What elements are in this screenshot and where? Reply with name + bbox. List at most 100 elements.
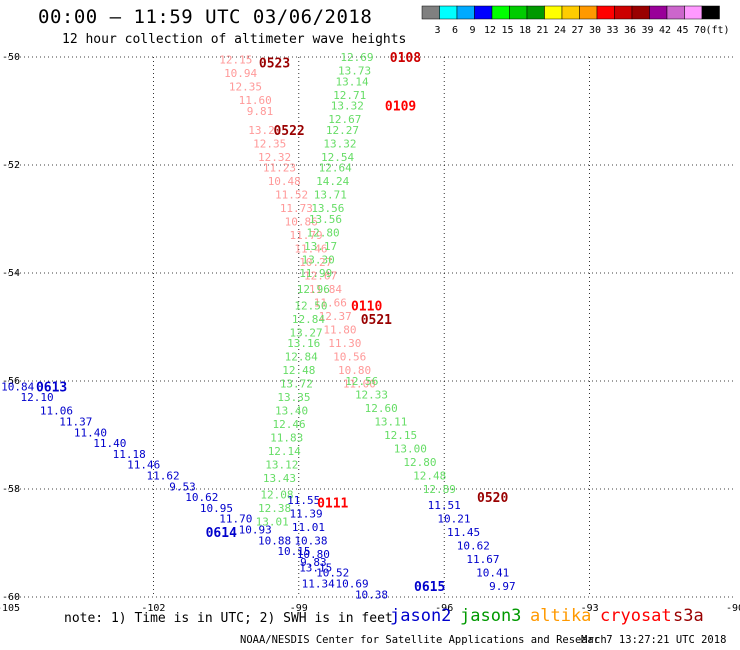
wave-height-value: 12.84 [285, 351, 318, 364]
wave-height-value: 13.30 [302, 254, 335, 267]
wave-height-value: 10.94 [224, 67, 257, 80]
wave-height-value: 10.62 [185, 491, 218, 504]
wave-height-value: 10.38 [294, 534, 327, 547]
wave-height-value: 11.06 [40, 405, 73, 418]
wave-height-value: 13.11 [374, 416, 407, 429]
wave-height-value: 10.48 [268, 175, 301, 188]
wave-height-value: 10.93 [239, 524, 272, 537]
lon-tick-label: -99 [290, 603, 308, 614]
legend-note: note: 1) Time is in UTC; 2) SWH is in fe… [64, 611, 393, 626]
wave-height-value: 11.67 [466, 553, 499, 566]
color-scale-label: 21 [536, 25, 548, 36]
color-scale-label: 27 [571, 25, 583, 36]
lat-tick-label: -50 [2, 52, 20, 63]
color-scale-label: 30 [589, 25, 601, 36]
pass-time-label: 0110 [351, 299, 382, 314]
wave-height-value: 13.40 [275, 405, 308, 418]
wave-height-value: 11.83 [270, 432, 303, 445]
wave-height-value: 12.56 [345, 375, 378, 388]
wave-height-value: 11.37 [59, 416, 92, 429]
wave-height-value: 10.86 [285, 216, 318, 229]
color-scale-bar: 3 6 9 12 15 18 21 24 27 30 33 36 39 42 45 70 (ft) [421, 5, 730, 36]
wave-height-value: 13.35 [277, 391, 310, 404]
wave-height-value: 11.84 [309, 283, 342, 296]
wave-height-value: 13.17 [304, 240, 337, 253]
pass-time-label: 0615 [414, 580, 445, 595]
footer-timestamp: Mar 7 13:27:21 UTC 2018 [581, 634, 727, 646]
color-scale-label: 45 [676, 25, 688, 36]
wave-height-value: 12.80 [306, 227, 339, 240]
color-scale-label: 42 [659, 25, 671, 36]
wave-height-value: 12.35 [253, 137, 286, 150]
sat-label-s3a: s3a [673, 606, 704, 626]
wave-height-value: 11.62 [147, 470, 180, 483]
pass-time-label: 0523 [259, 56, 290, 71]
pass-time-label: 0613 [36, 380, 67, 395]
wave-height-value: 11.52 [275, 189, 308, 202]
wave-height-value: 11.39 [290, 507, 323, 520]
wave-height-value: 11.60 [239, 94, 272, 107]
wave-height-value: 10.88 [258, 534, 291, 547]
pass-time-label: 0109 [385, 100, 416, 115]
pass-time-label: 0521 [361, 313, 392, 328]
wave-height-value: 13.73 [338, 65, 371, 78]
color-scale-label: 70 [694, 25, 706, 36]
sat-label-altika: altika [530, 606, 592, 626]
wave-height-value: 11.99 [299, 267, 332, 280]
wave-height-value: 12.69 [340, 51, 373, 64]
page-title: 00:00 – 11:59 UTC 03/06/2018 [38, 6, 373, 28]
wave-height-value: 11.23 [263, 162, 296, 175]
wave-height-value: 12.89 [423, 483, 456, 496]
lon-tick-label: -90 [726, 603, 740, 614]
color-scale-label: 15 [501, 25, 513, 36]
color-scale-label: (ft) [705, 25, 729, 36]
wave-height-value: 11.70 [219, 513, 252, 526]
color-swatch [701, 5, 720, 20]
lat-tick-label: -52 [2, 160, 20, 171]
wave-height-value: 11.18 [113, 448, 146, 461]
wave-height-value: 12.48 [282, 364, 315, 377]
wave-height-value: 12.33 [355, 389, 388, 402]
wave-height-value: 13.00 [394, 443, 427, 456]
wave-height-value: 12.35 [229, 81, 262, 94]
wave-height-value: 10.62 [457, 540, 490, 553]
color-scale-label: 24 [554, 25, 566, 36]
wave-height-value: 10.80 [297, 548, 330, 561]
wave-height-value: 9.81 [247, 105, 274, 118]
wave-height-value: 11.73 [280, 202, 313, 215]
wave-height-value: 12.32 [258, 151, 291, 164]
wave-height-value: 11.30 [328, 337, 361, 350]
color-scale-label: 6 [452, 25, 458, 36]
color-scale-label: 33 [606, 25, 618, 36]
sat-label-jason3: jason3 [460, 606, 522, 626]
wave-height-value: 12.67 [304, 270, 337, 283]
sat-label-cryosat: cryosat [600, 606, 672, 626]
color-scale-label: 3 [434, 25, 440, 36]
color-scale-label: 18 [519, 25, 531, 36]
pass-time-label: 0614 [206, 526, 237, 541]
wave-height-value: 12.08 [260, 488, 293, 501]
wave-height-value: 11.00 [343, 378, 376, 391]
lon-tick-label: -93 [581, 603, 599, 614]
sat-label-jason2: jason2 [390, 606, 452, 626]
wave-height-value: 12.84 [292, 313, 325, 326]
color-scale-label: 36 [624, 25, 636, 36]
wave-height-value: 12.80 [403, 456, 436, 469]
wave-height-value: 13.16 [287, 337, 320, 350]
color-scale-label: 12 [484, 25, 496, 36]
wave-height-value: 12.50 [294, 299, 327, 312]
wave-height-value: 13.32 [323, 137, 356, 150]
wave-height-value: 10.56 [333, 351, 366, 364]
wave-height-value: 12.15 [384, 429, 417, 442]
wave-height-value: 10.95 [200, 502, 233, 515]
wave-height-value: 9.53 [169, 480, 196, 493]
wave-height-value: 12.71 [333, 89, 366, 102]
wave-height-value: 11.80 [323, 324, 356, 337]
wave-height-value: 11.51 [428, 499, 461, 512]
wave-height-value: 9.97 [489, 580, 516, 593]
wave-height-value: 13.01 [256, 515, 289, 528]
lon-tick-label: -105 [0, 603, 20, 614]
lon-tick-label: -102 [141, 603, 165, 614]
wave-height-value: 13.71 [314, 189, 347, 202]
